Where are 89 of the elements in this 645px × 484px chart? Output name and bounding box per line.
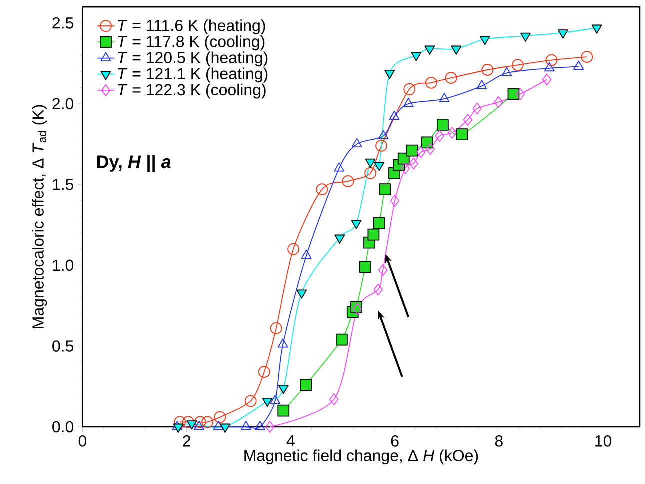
- point: [270, 322, 282, 334]
- point: [334, 234, 346, 244]
- point: [300, 379, 312, 391]
- point: [336, 334, 348, 346]
- point: [558, 30, 568, 39]
- point: [374, 284, 383, 296]
- legend-label: T = 121.1 K (heating): [118, 68, 268, 83]
- point: [194, 421, 205, 430]
- point: [240, 421, 252, 430]
- point: [368, 228, 380, 241]
- point: [472, 102, 482, 115]
- point: [214, 411, 226, 424]
- x-tick-label: 4: [286, 436, 295, 447]
- point: [520, 32, 531, 42]
- point: [172, 421, 183, 430]
- point: [364, 167, 377, 180]
- point: [409, 158, 418, 170]
- annotation: Dy, H || a: [97, 155, 171, 172]
- legend-label: T = 122.3 K (cooling): [118, 84, 266, 99]
- point: [330, 394, 339, 406]
- point: [448, 127, 457, 139]
- point: [373, 218, 386, 230]
- point: [182, 416, 194, 428]
- point: [316, 184, 328, 196]
- point: [494, 96, 504, 108]
- point: [258, 366, 270, 378]
- point: [426, 143, 436, 156]
- x-tick-label: 2: [183, 436, 190, 447]
- point: [592, 24, 602, 34]
- point: [342, 176, 354, 188]
- point: [379, 184, 392, 196]
- point: [451, 46, 462, 55]
- point: [581, 51, 594, 64]
- legend-label: T = 117.8 K (cooling): [118, 36, 265, 51]
- y-tick-label: 2.5: [52, 17, 74, 29]
- point: [546, 54, 558, 66]
- point: [378, 264, 388, 276]
- point: [301, 250, 312, 259]
- point: [424, 46, 436, 55]
- point: [516, 88, 526, 100]
- point: [374, 162, 385, 172]
- point: [406, 144, 418, 157]
- x-tick-label: 10: [596, 436, 612, 447]
- x-axis-title: Magnetic field change, Δ H (kOe): [244, 450, 478, 465]
- y-tick-label: 0.5: [52, 340, 74, 352]
- point: [278, 404, 290, 417]
- point: [365, 158, 376, 168]
- y-axis-title: Magnetocaloric effect, Δ T$_{ad}$ (K): [32, 105, 48, 328]
- point: [270, 395, 281, 404]
- point: [426, 76, 438, 89]
- point: [456, 128, 468, 141]
- point: [194, 416, 206, 428]
- y-tick-label: 0.0: [52, 421, 74, 433]
- point: [213, 421, 224, 430]
- point: [404, 83, 416, 96]
- point: [278, 338, 288, 348]
- point: [512, 59, 524, 72]
- point: [334, 162, 345, 172]
- point: [359, 261, 372, 274]
- point: [244, 395, 257, 408]
- point: [482, 64, 494, 76]
- point: [296, 290, 308, 299]
- point: [255, 421, 266, 430]
- point: [480, 36, 490, 46]
- point: [411, 52, 422, 62]
- point: [400, 162, 410, 174]
- point: [384, 70, 396, 80]
- x-tick-label: 6: [391, 436, 399, 447]
- point: [288, 243, 300, 256]
- point: [351, 220, 362, 230]
- y-tick-label: 2.0: [52, 98, 74, 110]
- point: [266, 421, 275, 433]
- point: [174, 416, 186, 428]
- point: [421, 136, 434, 149]
- point: [376, 140, 388, 152]
- y-tick-label: 1.5: [53, 179, 74, 190]
- legend-label: T = 111.6 K (heating): [118, 20, 266, 35]
- point: [416, 146, 426, 158]
- point: [463, 114, 472, 126]
- point: [436, 118, 449, 131]
- point: [435, 130, 444, 142]
- point: [445, 72, 458, 84]
- point: [542, 74, 552, 86]
- legend-label: T = 120.5 K (heating): [118, 52, 268, 67]
- y-tick-label: 1.0: [53, 260, 74, 272]
- point: [390, 194, 400, 207]
- x-tick-label: 0: [78, 436, 87, 447]
- point: [202, 416, 214, 428]
- x-tick-label: 8: [495, 436, 503, 447]
